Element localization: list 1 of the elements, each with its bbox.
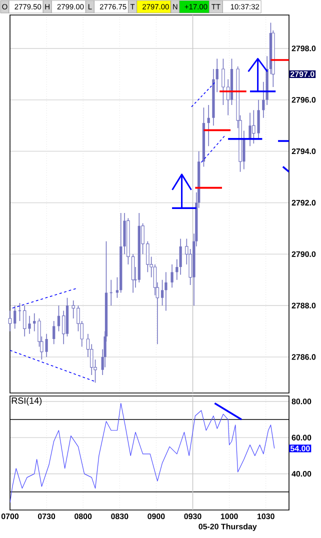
chart-title: RSI(14)	[12, 397, 42, 406]
